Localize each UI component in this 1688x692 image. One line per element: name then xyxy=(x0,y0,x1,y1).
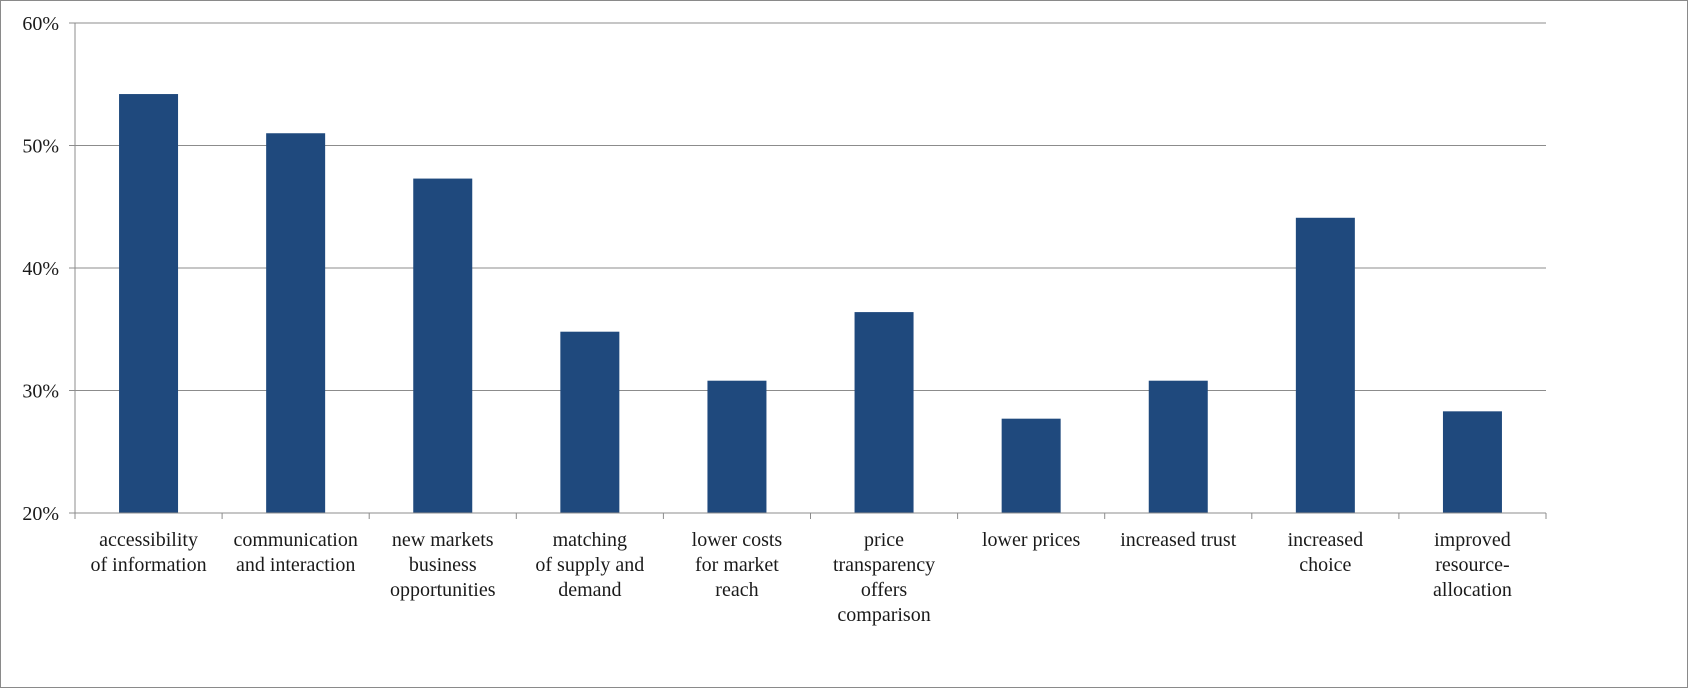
y-tick-label: 40% xyxy=(22,258,59,280)
bar xyxy=(1442,411,1502,513)
x-tick-label-line: opportunities xyxy=(390,579,496,601)
bar xyxy=(1148,380,1208,513)
x-tick-label-line: business xyxy=(409,554,477,576)
x-tick-label-line: resource- xyxy=(1435,554,1509,576)
bar xyxy=(560,331,620,513)
y-tick-label: 60% xyxy=(22,13,59,35)
bar xyxy=(266,133,326,513)
y-tick-label: 20% xyxy=(22,503,59,525)
x-tick-label-line: reach xyxy=(715,579,758,601)
x-tick-label: communication and interaction xyxy=(233,529,357,576)
x-tick-label-line: lower prices xyxy=(982,529,1081,551)
bar xyxy=(1001,418,1061,513)
y-tick-labels: 20% 30% 40% 50% 60% xyxy=(22,13,59,525)
x-tick-label-line: of supply and xyxy=(535,554,644,576)
x-tick-label-line: accessibility xyxy=(99,529,198,551)
y-tick-label: 30% xyxy=(22,381,59,403)
x-tick-label-line: transparency xyxy=(833,554,935,576)
x-tick-label-line: lower costs xyxy=(692,529,783,551)
x-tick-labels: accessibility of information communication… xyxy=(91,529,1512,626)
bar xyxy=(119,94,179,514)
x-tick-label-line: increased xyxy=(1288,529,1364,551)
y-tick-label: 50% xyxy=(22,136,59,158)
axes xyxy=(69,22,1547,519)
x-tick-label-line: matching xyxy=(553,529,627,551)
x-tick-label-line: offers xyxy=(861,579,907,601)
x-tick-label: price transparency offers comparison xyxy=(833,529,935,626)
x-tick-label-line: for market xyxy=(695,554,779,576)
x-tick-label-line: price xyxy=(864,529,904,551)
x-tick-label-line: increased trust xyxy=(1120,529,1237,551)
x-tick-label-line: demand xyxy=(558,579,621,601)
x-tick-label: lower prices xyxy=(982,529,1081,551)
x-tick-label-line: new markets xyxy=(392,529,494,551)
x-tick-label-line: allocation xyxy=(1433,579,1512,601)
bar xyxy=(707,380,767,513)
x-tick-label-line: and interaction xyxy=(236,554,355,576)
x-tick-label: increased choice xyxy=(1288,529,1364,576)
bars xyxy=(119,94,1502,514)
x-tick-label-line: choice xyxy=(1299,554,1351,576)
x-tick-label: increased trust xyxy=(1120,529,1237,551)
x-tick-label-line: improved xyxy=(1434,529,1511,551)
x-tick-label-line: of information xyxy=(91,554,207,576)
bar xyxy=(854,312,914,513)
x-tick-label-line: comparison xyxy=(837,604,930,626)
x-tick-label: improved resource-allocation xyxy=(1433,529,1512,601)
x-tick-label: accessibility of information xyxy=(91,529,207,576)
bar xyxy=(1295,217,1355,513)
x-tick-label: lower costs for market reach xyxy=(692,529,783,601)
x-tick-label: matching of supply and demand xyxy=(535,529,644,601)
bar xyxy=(413,178,473,513)
x-tick-label: new markets business opportunities xyxy=(390,529,496,601)
x-tick-label-line: communication xyxy=(233,529,357,551)
